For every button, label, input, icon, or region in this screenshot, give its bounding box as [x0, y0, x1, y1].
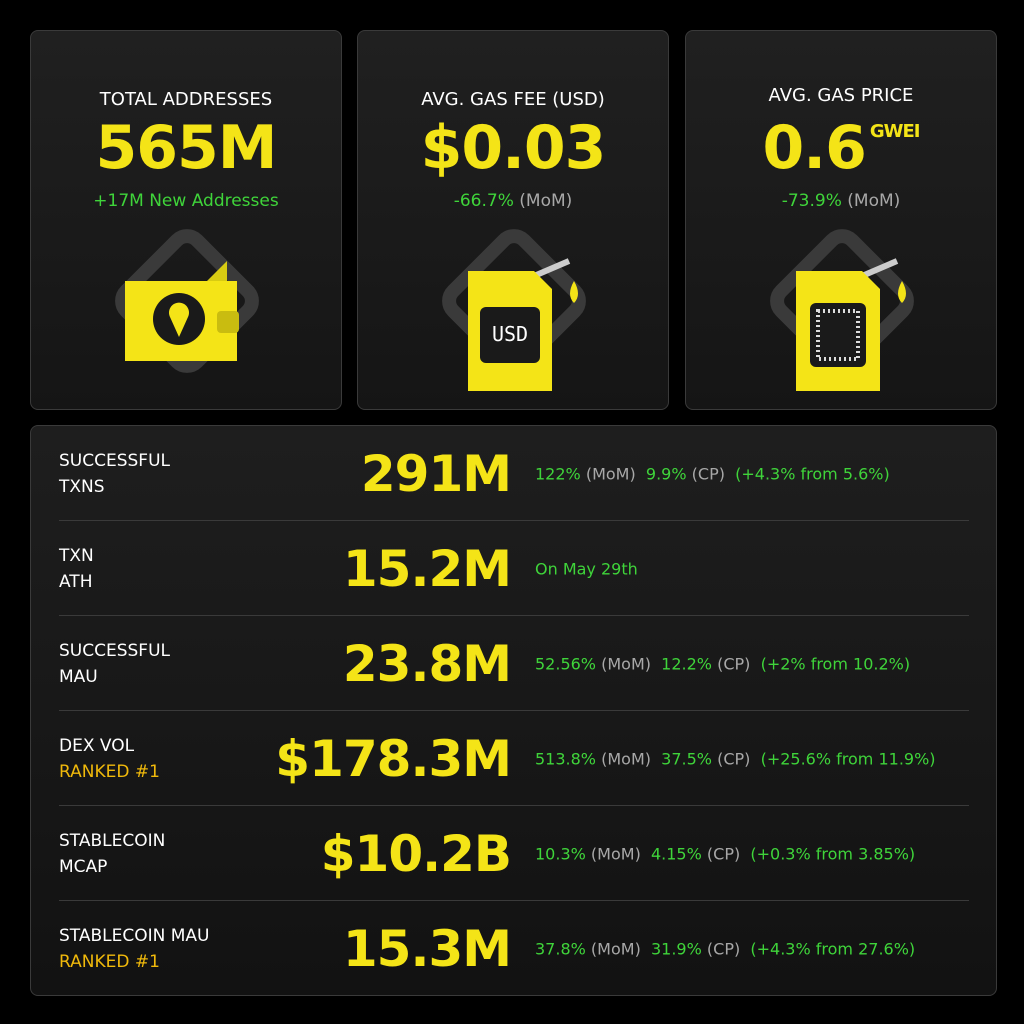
- label-line: TXN: [59, 545, 94, 566]
- stat-row: TXN ATH 15.2M On May 29th: [59, 521, 969, 616]
- stat-row: SUCCESSFUL TXNS 291M 122% (MoM) 9.9% (CP) (…: [59, 426, 969, 521]
- stat-value: 122%: [535, 464, 581, 483]
- stat-extra: (+4.3% from 27.6%): [750, 939, 916, 958]
- row-label: DEX VOL RANKED #1: [59, 733, 160, 785]
- stat-tag: (CP): [706, 939, 741, 958]
- rank: RANKED #1: [59, 761, 160, 782]
- stat-value: 52.56%: [535, 654, 597, 673]
- card: AVG. GAS FEE (USD) $0.03 -66.7% (MoM) US…: [357, 30, 669, 410]
- card: AVG. GAS PRICE 0.6 GWEI -73.9% (MoM): [685, 30, 997, 410]
- stat-tag: (MoM): [585, 464, 636, 483]
- label-line: MCAP: [59, 856, 108, 877]
- label-line: ATH: [59, 571, 93, 592]
- stat-value: 4.15%: [650, 844, 702, 863]
- wallet-icon: [115, 229, 259, 373]
- change: -73.9%: [781, 191, 842, 211]
- row-separator: [59, 805, 969, 806]
- stat-tag: (CP): [717, 654, 751, 673]
- card-title: AVG. GAS PRICE: [768, 85, 914, 106]
- stat-extra: (+0.3% from 3.85%): [750, 844, 916, 863]
- row-label: TXN ATH: [59, 543, 94, 595]
- stat-extra: (+2% from 10.2%): [760, 654, 911, 673]
- card: TOTAL ADDRESSES 565M +17M New Addresses: [30, 30, 342, 410]
- row-label: SUCCESSFUL MAU: [59, 638, 170, 690]
- row-separator: [59, 615, 969, 616]
- gas-can-icon: [770, 229, 914, 391]
- stat-value: 37.5%: [661, 749, 712, 768]
- value: 0.6: [762, 113, 867, 183]
- stat-row: SUCCESSFUL MAU 23.8M 52.56% (MoM) 12.2% (CP…: [59, 616, 969, 711]
- stat-extra: (+25.6% from 11.9%): [760, 749, 936, 768]
- label-line: MAU: [59, 666, 98, 687]
- row-separator: [59, 520, 969, 521]
- stat-value: 513.8%: [535, 749, 597, 768]
- label-line: DEX VOL: [59, 735, 135, 756]
- card-change: -66.7% (MoM): [358, 191, 668, 211]
- gas-can-icon: USD: [442, 229, 586, 391]
- row-value: 291M: [360, 444, 512, 503]
- stat-tag: (CP): [691, 464, 725, 483]
- label-line: SUCCESSFUL: [59, 450, 170, 471]
- stat-tag: (MoM): [601, 749, 651, 768]
- change: -66.7%: [453, 191, 514, 211]
- card-title: AVG. GAS FEE (USD): [421, 89, 605, 110]
- card-value: $0.03: [420, 113, 607, 183]
- label-line: STABLECOIN MAU: [59, 925, 210, 946]
- stat-row: STABLECOIN MCAP $10.2B 10.3% (MoM) 4.15% (C…: [59, 806, 969, 901]
- stats-panel: SUCCESSFUL TXNS 291M 122% (MoM) 9.9% (CP) (…: [30, 425, 997, 996]
- row-stats: 513.8% (MoM) 37.5% (CP) (+25.6% from 11.…: [535, 749, 936, 768]
- card-value: 0.6 GWEI: [686, 113, 996, 183]
- row-separator: [59, 710, 969, 711]
- period: (MoM): [847, 191, 901, 211]
- stat-value: 37.8%: [535, 939, 586, 958]
- stat-row: STABLECOIN MAU RANKED #1 15.3M 37.8% (MoM) …: [59, 901, 969, 996]
- row-value: 23.8M: [342, 634, 512, 693]
- stat-tag: (MoM): [590, 844, 641, 863]
- stat-value: 12.2%: [661, 654, 712, 673]
- row-value: $10.2B: [320, 824, 512, 883]
- row-value: $178.3M: [275, 729, 512, 788]
- period: (MoM): [519, 191, 573, 211]
- label-line: TXNS: [59, 476, 105, 497]
- row-label: STABLECOIN MCAP: [59, 828, 165, 880]
- row-value: 15.3M: [342, 919, 512, 978]
- card-note: +17M New Addresses: [93, 191, 279, 211]
- label-line: SUCCESSFUL: [59, 640, 170, 661]
- row-separator: [59, 900, 969, 901]
- row-stats: 52.56% (MoM) 12.2% (CP) (+2% from 10.2%): [535, 654, 910, 673]
- stat-value: 31.9%: [650, 939, 702, 958]
- row-stats: 122% (MoM) 9.9% (CP) (+4.3% from 5.6%): [535, 464, 890, 483]
- row-stats: 37.8% (MoM) 31.9% (CP) (+4.3% from 27.6%…: [535, 939, 915, 958]
- stat-value: 9.9%: [645, 464, 687, 483]
- row-stats: On May 29th: [535, 559, 638, 578]
- icon-text: USD: [492, 322, 528, 346]
- row-label: STABLECOIN MAU RANKED #1: [59, 923, 210, 975]
- card-change: -73.9% (MoM): [686, 191, 996, 211]
- stat-extra: (+4.3% from 5.6%): [735, 464, 890, 483]
- card-title: TOTAL ADDRESSES: [99, 89, 273, 110]
- unit: GWEI: [869, 121, 921, 142]
- stat-tag: (CP): [706, 844, 741, 863]
- label-line: STABLECOIN: [59, 830, 166, 851]
- rank: RANKED #1: [59, 951, 160, 972]
- row-stats: 10.3% (MoM) 4.15% (CP) (+0.3% from 3.85%…: [535, 844, 915, 863]
- card-value: 565M: [95, 113, 278, 183]
- stat-tag: (MoM): [590, 939, 641, 958]
- stat-tag: (MoM): [601, 654, 651, 673]
- row-value: 15.2M: [342, 539, 512, 598]
- stat-tag: (CP): [717, 749, 751, 768]
- stat-row: DEX VOL RANKED #1 $178.3M 513.8% (MoM) 37.5…: [59, 711, 969, 806]
- note: On May 29th: [535, 559, 638, 578]
- row-label: SUCCESSFUL TXNS: [59, 448, 170, 500]
- stat-value: 10.3%: [535, 844, 586, 863]
